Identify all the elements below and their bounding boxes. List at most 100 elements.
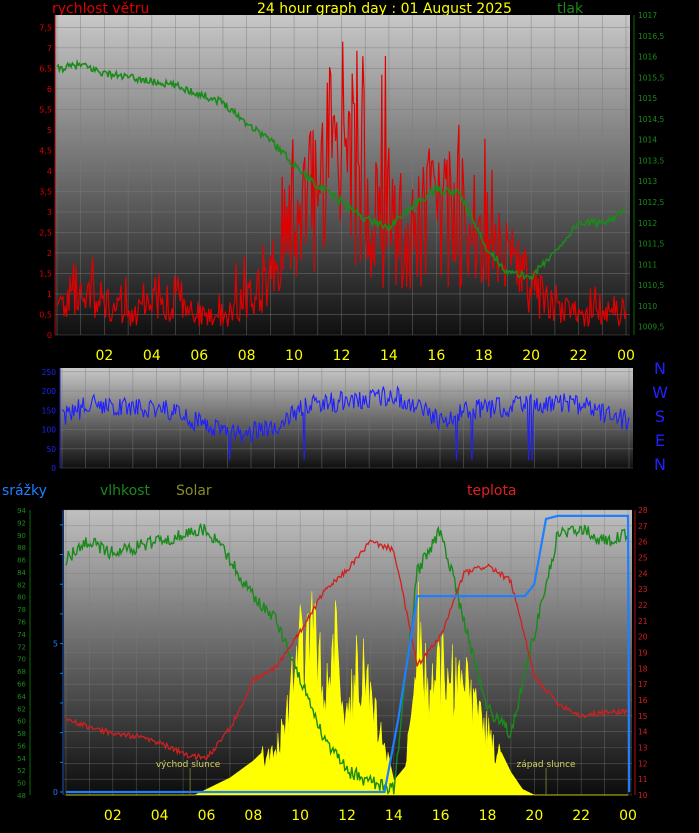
temperature-series — [65, 539, 629, 761]
time-tick-label: 14 — [380, 348, 398, 364]
humidity-tick-label: 66 — [17, 680, 26, 688]
humidity-tick-label: 70 — [17, 656, 26, 664]
rain-tick-label: 0 — [53, 788, 58, 797]
humidity-tick-label: 68 — [17, 668, 26, 676]
pressure-tick-label: 1012 — [638, 219, 657, 228]
pressure-tick-label: 1013,5 — [638, 156, 664, 165]
time-tick-label: 00 — [617, 348, 635, 364]
time-tick-label: 08 — [244, 808, 262, 824]
wind-tick-label: 6,5 — [39, 64, 52, 73]
solar-label: Solar — [176, 483, 212, 499]
wind-speed-series — [56, 41, 627, 328]
humidity-series — [65, 523, 629, 795]
wind-tick-label: 1,5 — [39, 269, 52, 278]
time-tick-label: 20 — [522, 348, 540, 364]
temperature-tick-label: 17 — [638, 680, 648, 689]
temperature-tick-label: 20 — [638, 633, 648, 642]
wind-tick-label: 2 — [47, 249, 52, 258]
time-tick-label: 02 — [104, 808, 122, 824]
humidity-tick-label: 84 — [17, 569, 26, 577]
wind-direction-plot-area — [60, 368, 633, 468]
direction-letter: N — [654, 359, 666, 378]
pressure-tick-label: 1011,5 — [638, 240, 664, 249]
humidity-tick-label: 78 — [17, 606, 26, 614]
pressure-tick-label: 1014,5 — [638, 115, 664, 124]
wind-tick-label: 1 — [47, 290, 52, 299]
temperature-tick-label: 21 — [638, 617, 648, 626]
sunrise-annotation: východ slunce — [156, 760, 221, 770]
pressure-label: tlak — [557, 1, 584, 17]
time-tick-label: 16 — [432, 808, 450, 824]
wind-pressure-grid — [55, 15, 630, 336]
pressure-tick-label: 1009,5 — [638, 323, 664, 332]
humidity-tick-label: 82 — [17, 581, 26, 589]
rain-label: srážky — [2, 483, 47, 499]
pressure-tick-label: 1016,5 — [638, 32, 664, 41]
time-tick-label: 10 — [291, 808, 309, 824]
temperature-tick-label: 16 — [638, 696, 648, 705]
temperature-tick-label: 23 — [638, 585, 648, 594]
humidity-tick-label: 50 — [17, 780, 26, 788]
time-tick-label: 14 — [385, 808, 403, 824]
time-tick-label: 00 — [619, 808, 637, 824]
temperature-label: teplota — [467, 483, 517, 499]
time-tick-label: 04 — [151, 808, 169, 824]
pressure-tick-label: 1016 — [638, 53, 657, 62]
humidity-tick-label: 54 — [17, 755, 26, 763]
time-tick-label: 12 — [338, 808, 356, 824]
humidity-tick-label: 86 — [17, 557, 26, 565]
humidity-tick-label: 90 — [17, 532, 26, 540]
time-tick-label: 04 — [143, 348, 161, 364]
time-tick-label: 06 — [198, 808, 216, 824]
wind-tick-label: 3 — [47, 208, 52, 217]
direction-letter: W — [652, 383, 668, 402]
humidity-tick-label: 80 — [17, 594, 26, 602]
temperature-tick-label: 25 — [638, 554, 648, 563]
wind-tick-label: 3,5 — [39, 187, 52, 196]
humidity-tick-label: 64 — [17, 693, 26, 701]
temperature-tick-label: 26 — [638, 538, 648, 547]
wind-tick-label: 6 — [47, 85, 52, 94]
wind-tick-label: 7,5 — [39, 23, 52, 32]
humidity-tick-label: 52 — [17, 767, 26, 775]
temperature-tick-label: 19 — [638, 649, 648, 658]
wind-direction-series — [61, 385, 630, 461]
time-tick-label: 22 — [570, 348, 588, 364]
direction-tick-label: 150 — [42, 406, 57, 415]
wind-tick-label: 0,5 — [39, 310, 52, 319]
time-tick-label: 18 — [479, 808, 497, 824]
direction-letter: N — [654, 455, 666, 474]
pressure-tick-label: 1014 — [638, 136, 657, 145]
direction-tick-label: 200 — [42, 387, 57, 396]
temperature-tick-label: 11 — [638, 775, 648, 784]
temperature-tick-label: 22 — [638, 601, 648, 610]
humidity-tick-label: 56 — [17, 742, 26, 750]
wind-speed-label: rychlost větru — [52, 1, 149, 17]
time-tick-label: 08 — [238, 348, 256, 364]
rain-series — [66, 514, 631, 794]
humidity-tick-label: 94 — [17, 507, 26, 515]
humidity-tick-label: 60 — [17, 718, 26, 726]
direction-letter: S — [655, 407, 665, 426]
time-tick-label: 16 — [427, 348, 445, 364]
time-tick-label: 12 — [333, 348, 351, 364]
time-tick-label: 06 — [190, 348, 208, 364]
temperature-tick-label: 13 — [638, 744, 648, 753]
humidity-tick-label: 48 — [17, 792, 26, 800]
humidity-tick-label: 72 — [17, 643, 26, 651]
wind-tick-label: 7 — [47, 44, 52, 53]
humidity-tick-label: 58 — [17, 730, 26, 738]
time-tick-label: 22 — [572, 808, 590, 824]
pressure-tick-label: 1015,5 — [638, 73, 664, 82]
time-tick-label: 10 — [285, 348, 303, 364]
sunset-annotation: západ slunce — [516, 760, 576, 770]
humidity-tick-label: 74 — [17, 631, 26, 639]
temperature-tick-label: 28 — [638, 506, 648, 515]
graph-title: 24 hour graph day : 01 August 2025 — [257, 1, 512, 17]
rain-tick-label: 5 — [53, 640, 58, 649]
pressure-tick-label: 1010 — [638, 302, 657, 311]
temperature-tick-label: 10 — [638, 791, 648, 800]
direction-tick-label: 0 — [51, 464, 56, 473]
pressure-tick-label: 1010,5 — [638, 281, 664, 290]
humidity-tick-label: 92 — [17, 519, 26, 527]
